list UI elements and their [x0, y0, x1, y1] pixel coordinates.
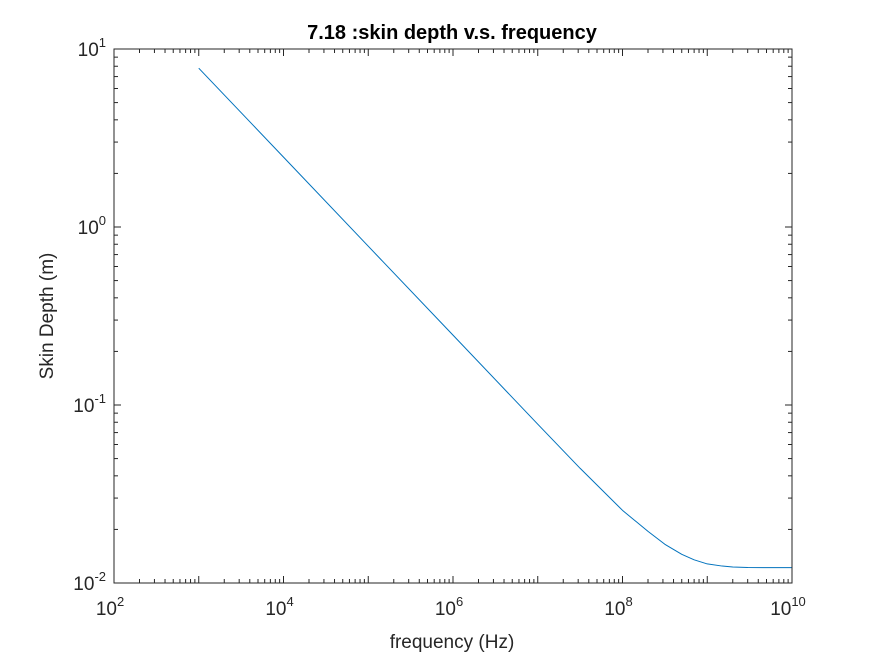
axes-box	[113, 48, 793, 584]
y-tick-label: 100	[78, 213, 106, 239]
minor-ticks	[114, 49, 792, 583]
plot-area	[113, 48, 793, 584]
x-tick-label: 104	[265, 594, 293, 620]
y-tick-label: 10-1	[73, 391, 106, 417]
chart-title: 7.18 :skin depth v.s. frequency	[307, 22, 598, 44]
series-layer	[198, 67, 792, 569]
y-tick-label: 101	[78, 35, 106, 61]
series-line	[198, 67, 792, 569]
plot-background	[114, 49, 792, 583]
x-tick-label: 102	[96, 594, 124, 620]
y-tick-label: 10-2	[73, 569, 106, 595]
x-tick-label: 106	[435, 594, 463, 620]
y-axis-label: Skin Depth (m)	[37, 253, 58, 380]
x-tick-labels: 102 104 106 108 1010	[96, 594, 806, 620]
x-axis-label: frequency (Hz)	[390, 632, 515, 653]
y-tick-labels: 10-2 10-1 100 101	[73, 35, 106, 595]
x-tick-label: 108	[604, 594, 632, 620]
x-tick-label: 1010	[770, 594, 806, 620]
